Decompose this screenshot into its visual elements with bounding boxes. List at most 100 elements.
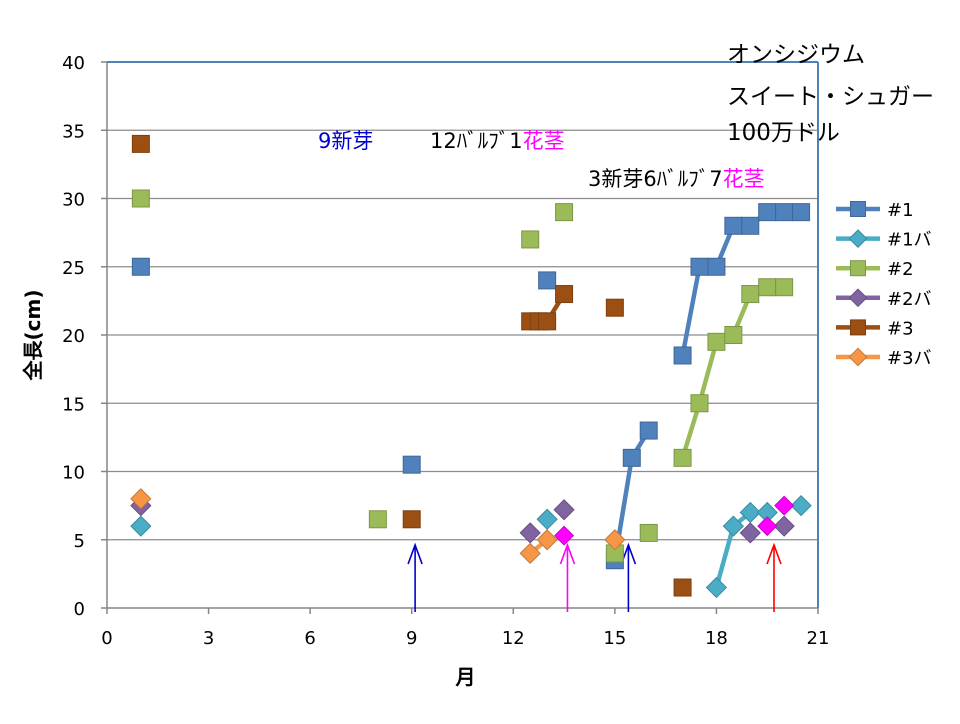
title-line: スイート・シュガー	[727, 84, 934, 110]
data-point	[538, 312, 557, 331]
annotation-part: 花茎	[723, 167, 765, 191]
series-#1	[131, 203, 811, 570]
series-#2バ	[130, 494, 795, 544]
data-point	[673, 448, 692, 467]
x-tick-label: 9	[406, 628, 417, 649]
annotation: 3新芽6ﾊﾞﾙﾌﾞ7花茎	[588, 167, 765, 191]
series-line-segment	[680, 264, 702, 358]
y-tick-label: 25	[62, 258, 85, 279]
series-line-segment	[697, 339, 719, 406]
series-line-segment	[714, 523, 736, 590]
legend-label: #3バ	[887, 348, 932, 369]
annotation-part: 花茎	[523, 129, 565, 153]
legend-label: #1バ	[887, 230, 932, 251]
data-point	[538, 271, 557, 290]
data-point	[519, 542, 541, 565]
series-line-segment	[680, 401, 702, 461]
data-point	[758, 203, 777, 222]
data-point	[775, 278, 794, 297]
data-point	[555, 203, 574, 222]
legend-marker	[848, 229, 868, 248]
y-tick-label: 10	[62, 463, 85, 484]
highlight-point	[757, 516, 778, 537]
data-point	[130, 488, 152, 510]
data-point	[622, 448, 641, 467]
data-point	[536, 529, 558, 551]
event-arrow-head	[766, 542, 782, 565]
data-point	[775, 203, 794, 222]
legend-marker	[848, 288, 868, 308]
event-arrow-head	[559, 542, 576, 565]
data-point	[741, 285, 760, 304]
data-point	[739, 522, 761, 544]
series-#2	[131, 189, 794, 563]
data-point	[131, 257, 150, 276]
legend-label: #3	[887, 318, 914, 339]
y-tick-label: 20	[62, 326, 85, 347]
annotation-part: 3新芽6ﾊﾞﾙﾌﾞ7	[588, 167, 723, 191]
data-point	[673, 578, 692, 597]
data-point	[130, 515, 152, 537]
event-arrow-head	[407, 542, 423, 565]
data-point	[131, 189, 150, 208]
data-point	[724, 216, 743, 235]
legend-marker	[848, 347, 868, 367]
data-point	[773, 515, 795, 537]
data-point	[604, 529, 626, 551]
y-tick-label: 30	[62, 190, 85, 211]
x-tick-label: 6	[304, 628, 315, 649]
data-point	[639, 523, 658, 542]
y-tick-label: 35	[62, 121, 85, 142]
data-point	[722, 515, 744, 537]
legend-label: #2バ	[887, 289, 932, 310]
series-#3	[131, 134, 692, 597]
data-point	[690, 257, 709, 276]
data-point	[639, 421, 658, 440]
data-point	[758, 278, 777, 297]
data-point	[402, 510, 421, 529]
series-#1バ	[130, 494, 812, 599]
title-line: オンシジウム	[727, 42, 865, 68]
annotation: 12ﾊﾞﾙﾌﾞ1花茎	[430, 129, 565, 153]
data-point	[605, 298, 624, 317]
data-point	[707, 257, 726, 276]
data-point	[690, 394, 709, 413]
data-point	[741, 216, 760, 235]
data-point	[707, 332, 726, 351]
highlight-point	[774, 495, 795, 516]
annotation-part: 9新芽	[318, 129, 373, 153]
title-line: 100万ドル	[727, 120, 840, 146]
highlight-point	[554, 525, 575, 546]
x-axis-label: 月	[455, 665, 476, 689]
legend-marker	[850, 319, 866, 336]
y-axis-label: 全長(cm)	[21, 290, 45, 382]
legend-label: #2	[887, 259, 914, 280]
x-tick-label: 21	[807, 628, 830, 649]
y-tick-label: 15	[62, 394, 85, 415]
data-point	[553, 499, 575, 521]
data-point	[402, 455, 421, 474]
legend-marker	[850, 260, 866, 277]
data-point	[555, 285, 574, 304]
x-tick-label: 3	[203, 628, 214, 649]
x-tick-label: 18	[705, 628, 728, 649]
data-point	[673, 346, 692, 365]
data-point	[792, 203, 811, 222]
data-point	[521, 230, 540, 249]
legend-label: #1	[887, 200, 914, 221]
data-point	[790, 494, 812, 517]
y-tick-label: 0	[74, 599, 85, 620]
y-tick-label: 40	[62, 53, 85, 74]
x-tick-label: 15	[603, 628, 626, 649]
data-point	[131, 134, 150, 153]
series-#3バ	[130, 488, 626, 565]
y-tick-label: 5	[74, 531, 85, 552]
data-point	[368, 510, 387, 529]
annotation: 9新芽	[318, 129, 373, 153]
annotation-part: 12ﾊﾞﾙﾌﾞ1	[430, 129, 523, 153]
x-tick-label: 12	[502, 628, 525, 649]
legend-marker	[850, 201, 866, 217]
x-tick-label: 0	[101, 628, 112, 649]
